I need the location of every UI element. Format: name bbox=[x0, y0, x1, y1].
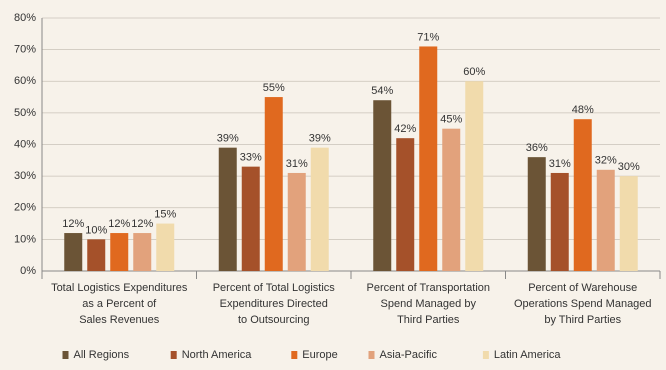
bar bbox=[133, 233, 152, 271]
bar bbox=[241, 166, 260, 271]
data-label: 54% bbox=[371, 85, 393, 97]
data-label: 12% bbox=[62, 218, 84, 230]
bar bbox=[156, 223, 175, 271]
bar bbox=[64, 233, 83, 271]
bar bbox=[218, 147, 237, 271]
y-tick-label: 10% bbox=[14, 233, 36, 245]
legend-swatch bbox=[291, 351, 298, 359]
data-label: 33% bbox=[240, 152, 262, 164]
x-tick-label: Percent of Total Logistics Expenditures D… bbox=[213, 282, 336, 326]
bar bbox=[419, 46, 438, 272]
data-label: 71% bbox=[417, 31, 439, 43]
data-label: 32% bbox=[595, 155, 617, 167]
y-tick-label: 50% bbox=[14, 107, 36, 119]
bar bbox=[310, 147, 329, 271]
bar bbox=[373, 100, 392, 271]
legend-label: Asia-Pacific bbox=[380, 349, 438, 361]
data-label: 31% bbox=[549, 158, 571, 170]
data-label: 48% bbox=[572, 104, 594, 116]
legend-swatch bbox=[482, 351, 489, 359]
bar bbox=[619, 176, 638, 271]
legend-label: Europe bbox=[302, 349, 337, 361]
x-tick-label: Percent of Transportation Spend Managed b… bbox=[366, 282, 490, 326]
data-label: 12% bbox=[108, 218, 130, 230]
legend-label: All Regions bbox=[74, 349, 130, 361]
data-label: 31% bbox=[286, 158, 308, 170]
legend-swatch bbox=[170, 351, 177, 359]
data-label: 39% bbox=[217, 133, 239, 145]
data-label: 45% bbox=[440, 114, 462, 126]
data-label: 42% bbox=[394, 123, 416, 135]
bar bbox=[550, 172, 569, 271]
data-label: 39% bbox=[309, 133, 331, 145]
bar bbox=[573, 119, 592, 271]
y-tick-label: 70% bbox=[14, 44, 36, 56]
y-tick-label: 80% bbox=[14, 12, 36, 24]
y-tick-label: 60% bbox=[14, 75, 36, 87]
y-tick-label: 20% bbox=[14, 202, 36, 214]
y-tick-label: 40% bbox=[14, 138, 36, 150]
bar bbox=[264, 97, 283, 271]
x-tick-label: Total Logistics Expenditures as a Percent… bbox=[51, 282, 188, 326]
data-label: 10% bbox=[85, 224, 107, 236]
data-label: 15% bbox=[154, 208, 176, 220]
bar bbox=[110, 233, 129, 271]
bar bbox=[287, 172, 306, 271]
data-label: 60% bbox=[463, 66, 485, 78]
legend-label: North America bbox=[182, 349, 253, 361]
y-tick-label: 30% bbox=[14, 170, 36, 182]
data-label: 36% bbox=[526, 142, 548, 154]
data-label: 30% bbox=[618, 161, 640, 173]
bar bbox=[596, 169, 615, 271]
bar bbox=[465, 81, 484, 271]
legend-swatch bbox=[62, 351, 69, 359]
bar bbox=[527, 157, 546, 271]
bar bbox=[87, 239, 106, 271]
bar bbox=[396, 138, 415, 271]
x-tick-label: Percent of Warehouse Operations Spend Man… bbox=[514, 282, 652, 326]
y-tick-label: 0% bbox=[20, 265, 36, 277]
legend-label: Latin America bbox=[494, 349, 562, 361]
data-label: 55% bbox=[263, 82, 285, 94]
data-label: 12% bbox=[131, 218, 153, 230]
bar bbox=[442, 128, 461, 271]
legend-swatch bbox=[368, 351, 375, 359]
